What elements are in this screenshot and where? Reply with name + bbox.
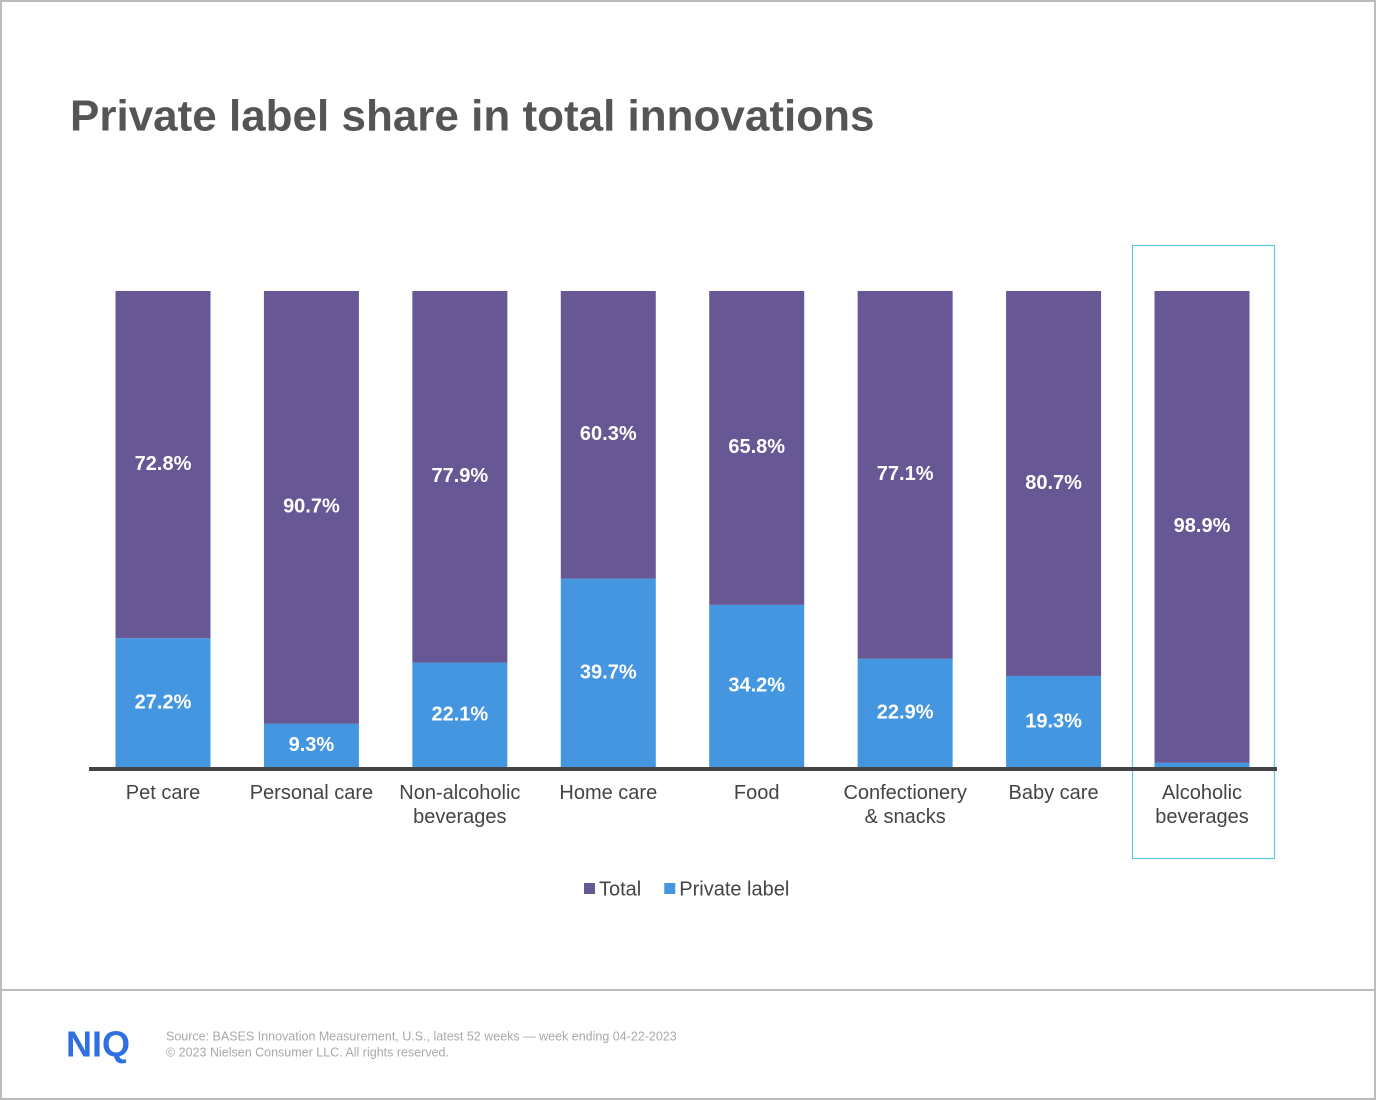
legend-swatch — [584, 883, 595, 894]
bar-segment — [709, 291, 805, 605]
data-label: 60.3% — [580, 423, 637, 445]
data-label: 65.8% — [728, 436, 785, 458]
data-label: 77.9% — [431, 465, 488, 487]
bar-segment — [857, 658, 953, 768]
data-label: 34.2% — [728, 675, 785, 697]
bar-segment — [1154, 291, 1250, 763]
data-label: 27.2% — [135, 691, 192, 713]
bar-segment — [115, 291, 211, 639]
x-tick-label: Home care — [559, 782, 658, 804]
bar-segment — [115, 638, 211, 768]
legend-swatch — [664, 883, 676, 894]
copyright: © 2023 Nielsen Consumer LLC. All rights … — [166, 1045, 449, 1059]
bar-segment — [1006, 675, 1102, 768]
x-tick-label: Pet care — [125, 782, 201, 804]
bar-segment — [263, 723, 359, 768]
bar-segment — [560, 578, 656, 768]
bar-segment — [412, 291, 508, 663]
legend-label: Private label — [679, 878, 789, 900]
data-label: 39.7% — [580, 662, 637, 684]
x-tick-label: Baby care — [1008, 782, 1099, 804]
data-label: 9.3% — [289, 734, 335, 756]
chart-title: Private label share in total innovations — [70, 92, 874, 141]
logo: NIQ — [66, 1024, 130, 1065]
x-tick-label: Food — [733, 782, 780, 804]
bar-segment — [263, 291, 359, 724]
bar-segment — [857, 291, 953, 659]
data-label: 22.1% — [431, 704, 488, 726]
x-tick-label: Confectionery & snacks — [843, 782, 967, 828]
bar-segment — [1006, 291, 1102, 676]
data-label: 98.9% — [1174, 515, 1231, 537]
data-label: 22.9% — [877, 702, 934, 724]
bar-segment — [709, 604, 805, 768]
x-tick-label: Personal care — [249, 782, 374, 804]
data-label: 72.8% — [135, 453, 192, 475]
data-label: 90.7% — [283, 496, 340, 518]
highlight-box — [1131, 244, 1276, 860]
data-label: 77.1% — [877, 463, 934, 485]
data-label: 19.3% — [1025, 710, 1082, 732]
bar-segment — [1154, 762, 1250, 768]
x-tick-label: Non-alcoholic beverages — [399, 782, 521, 828]
source-note: Source: BASES Innovation Measurement, U.… — [166, 1029, 677, 1043]
data-label: 80.7% — [1025, 472, 1082, 494]
legend-label: Total — [599, 878, 641, 900]
bar-segment — [412, 662, 508, 768]
bar-segment — [560, 291, 656, 579]
x-tick-label: Alcoholic beverages — [1155, 782, 1249, 828]
